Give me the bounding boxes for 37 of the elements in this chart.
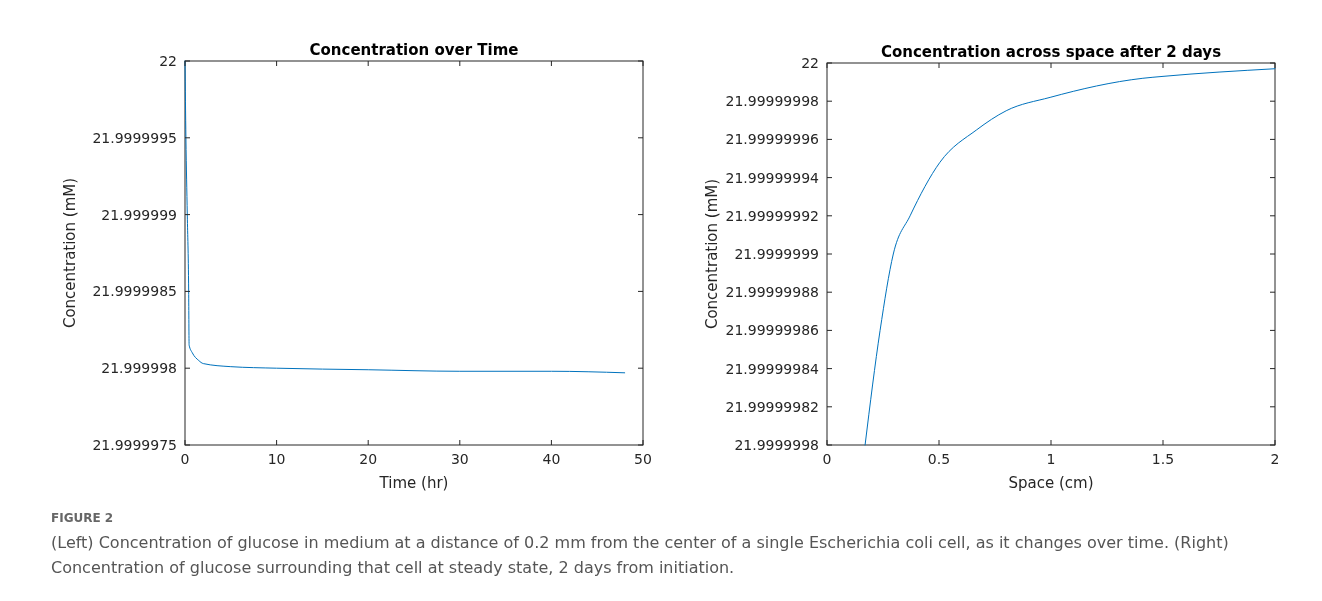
x-tick-label: 0.5 (927, 451, 951, 467)
x-tick-label: 0 (180, 451, 190, 467)
y-tick-label: 21.999999 (101, 206, 177, 223)
y-axis-title: Concentration (mM) (61, 177, 79, 329)
y-tick-label: 21.99999984 (725, 360, 820, 377)
x-tick-label: 50 (634, 451, 652, 467)
x-axis-title: Time (hr) (378, 474, 449, 492)
y-tick-label: 21.9999998 (734, 437, 819, 453)
y-tick-label: 21.9999985 (92, 283, 177, 300)
y-tick-label: 21.99999996 (725, 131, 820, 148)
x-tick-label: 2 (1270, 451, 1280, 467)
x-tick-label: 1.5 (1151, 451, 1175, 467)
x-tick-label: 40 (542, 451, 561, 467)
y-tick-label: 21.999998 (101, 360, 177, 377)
y-tick-label: 21.99999994 (725, 169, 820, 186)
y-tick-label: 22 (801, 55, 819, 71)
text: (Left) Concentration of glucose in medium at a distance of 0.2 mm from the center of a single Escherichia coli cell, as it changes over time. (Right) Concentration of glucose surrounding that cell at steady state, 2 days from initiation. (51, 533, 1229, 577)
chart-title: Concentration across space after 2 days (880, 43, 1222, 61)
y-tick-label: 21.99999988 (725, 284, 819, 301)
x-tick-label: 0 (822, 451, 832, 467)
y-tick-label: 21.99999982 (725, 398, 819, 415)
y-tick-label: 22 (159, 53, 177, 69)
x-tick-label: 1 (1046, 451, 1056, 467)
y-tick-label: 21.99999998 (725, 93, 819, 110)
chart-title: Concentration over Time (309, 41, 519, 59)
caption: FIGURE 2 (51, 511, 114, 525)
x-tick-label: 30 (450, 451, 469, 467)
x-tick-label: 10 (267, 451, 286, 467)
x-axis-title: Space (cm) (1008, 474, 1094, 492)
y-tick-label: 21.99999986 (725, 322, 820, 339)
y-tick-label: 21.9999995 (92, 129, 177, 146)
y-tick-label: 21.9999975 (92, 437, 177, 453)
y-tick-label: 21.9999999 (734, 246, 819, 262)
y-axis-title: Concentration (mM) (703, 178, 721, 330)
x-tick-label: 20 (359, 451, 378, 467)
y-tick-label: 21.99999992 (725, 207, 819, 224)
line-series (864, 68, 1276, 446)
